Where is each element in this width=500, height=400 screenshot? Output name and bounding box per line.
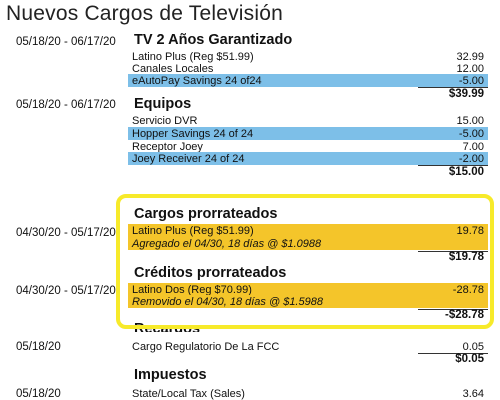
creditos-heading: Créditos prorrateados bbox=[134, 265, 287, 281]
line-item-label: Latino Dos (Reg $70.99) bbox=[132, 283, 252, 296]
prorrateados-total: $19.78 bbox=[448, 251, 484, 263]
line-item-label: Cargo Regulatorio De La FCC bbox=[132, 340, 280, 353]
recargos-date: 05/18/20 bbox=[16, 341, 61, 353]
line-item-label: Hopper Savings 24 of 24 bbox=[132, 127, 254, 140]
line-item-amount: 3.64 bbox=[462, 387, 484, 400]
line-item-amount: -5.00 bbox=[458, 127, 484, 140]
line-item-amount: 15.00 bbox=[456, 114, 484, 127]
line-item-amount: -5.00 bbox=[458, 74, 484, 87]
total-divider bbox=[418, 87, 488, 88]
credit-detail: Removido el 04/30, 18 días @ $1.5988 bbox=[128, 295, 488, 308]
prorrateados-heading: Cargos prorrateados bbox=[134, 206, 278, 222]
line-item-label: Receptor Joey bbox=[132, 140, 203, 153]
total-divider bbox=[418, 165, 488, 166]
savings-line-item: Hopper Savings 24 of 24 -5.00 bbox=[128, 127, 488, 140]
page-title: Nuevos Cargos de Televisión bbox=[6, 2, 283, 25]
line-item-label: eAutoPay Savings 24 of24 bbox=[132, 74, 262, 87]
line-item-amount: 12.00 bbox=[456, 62, 484, 75]
line-item-label: Latino Plus (Reg $51.99) bbox=[132, 50, 254, 63]
recargos-total: $0.05 bbox=[455, 353, 484, 365]
credit-line-item: Latino Dos (Reg $70.99) -28.78 bbox=[128, 283, 488, 296]
line-item-label: Removido el 04/30, 18 días @ $1.5988 bbox=[132, 295, 323, 308]
line-item-label: Canales Locales bbox=[132, 62, 214, 75]
line-item: Servicio DVR 15.00 bbox=[128, 114, 488, 127]
creditos-date-range: 04/30/20 - 05/17/20 bbox=[16, 285, 116, 297]
proration-line-item: Latino Plus (Reg $51.99) 19.78 bbox=[128, 224, 488, 237]
equipos-total: $15.00 bbox=[448, 166, 484, 178]
line-item-amount: 7.00 bbox=[462, 140, 484, 153]
impuestos-heading: Impuestos bbox=[134, 367, 207, 383]
total-divider bbox=[418, 251, 488, 252]
line-item-label: Servicio DVR bbox=[132, 114, 198, 127]
line-item-amount: 32.99 bbox=[456, 50, 484, 63]
line-item-label: Agregado el 04/30, 18 días @ $1.0988 bbox=[132, 237, 322, 250]
line-item-amount: -2.00 bbox=[458, 152, 484, 165]
line-item-label: Joey Receiver 24 of 24 bbox=[132, 152, 245, 165]
tv-date-range: 05/18/20 - 06/17/20 bbox=[16, 36, 116, 48]
line-item: Receptor Joey 7.00 bbox=[128, 140, 488, 153]
line-item-amount: 19.78 bbox=[456, 224, 484, 237]
equipos-heading: Equipos bbox=[134, 96, 192, 112]
equipos-date-range: 05/18/20 - 06/17/20 bbox=[16, 99, 116, 111]
callout-highlight-border bbox=[116, 194, 494, 329]
line-item: Cargo Regulatorio De La FCC 0.05 bbox=[128, 340, 488, 353]
impuestos-date: 05/18/20 bbox=[16, 388, 61, 400]
line-item: State/Local Tax (Sales) 3.64 bbox=[128, 387, 488, 400]
total-divider bbox=[418, 309, 488, 310]
line-item-amount: -28.78 bbox=[452, 283, 484, 296]
tv-total: $39.99 bbox=[448, 88, 484, 100]
proration-detail: Agregado el 04/30, 18 días @ $1.0988 bbox=[128, 237, 488, 250]
total-divider bbox=[418, 353, 488, 354]
line-item-label: Latino Plus (Reg $51.99) bbox=[132, 224, 254, 237]
creditos-total: -$28.78 bbox=[444, 309, 484, 321]
line-item: Latino Plus (Reg $51.99) 32.99 bbox=[128, 50, 488, 63]
prorrateados-date-range: 04/30/20 - 05/17/20 bbox=[16, 227, 116, 239]
line-item-label: State/Local Tax (Sales) bbox=[132, 387, 245, 400]
tv-heading: TV 2 Años Garantizado bbox=[134, 32, 293, 48]
savings-line-item: Joey Receiver 24 of 24 -2.00 bbox=[128, 152, 488, 165]
line-item: Canales Locales 12.00 bbox=[128, 62, 488, 75]
line-item-amount: 0.05 bbox=[462, 340, 484, 353]
savings-line-item: eAutoPay Savings 24 of24 -5.00 bbox=[128, 74, 488, 87]
